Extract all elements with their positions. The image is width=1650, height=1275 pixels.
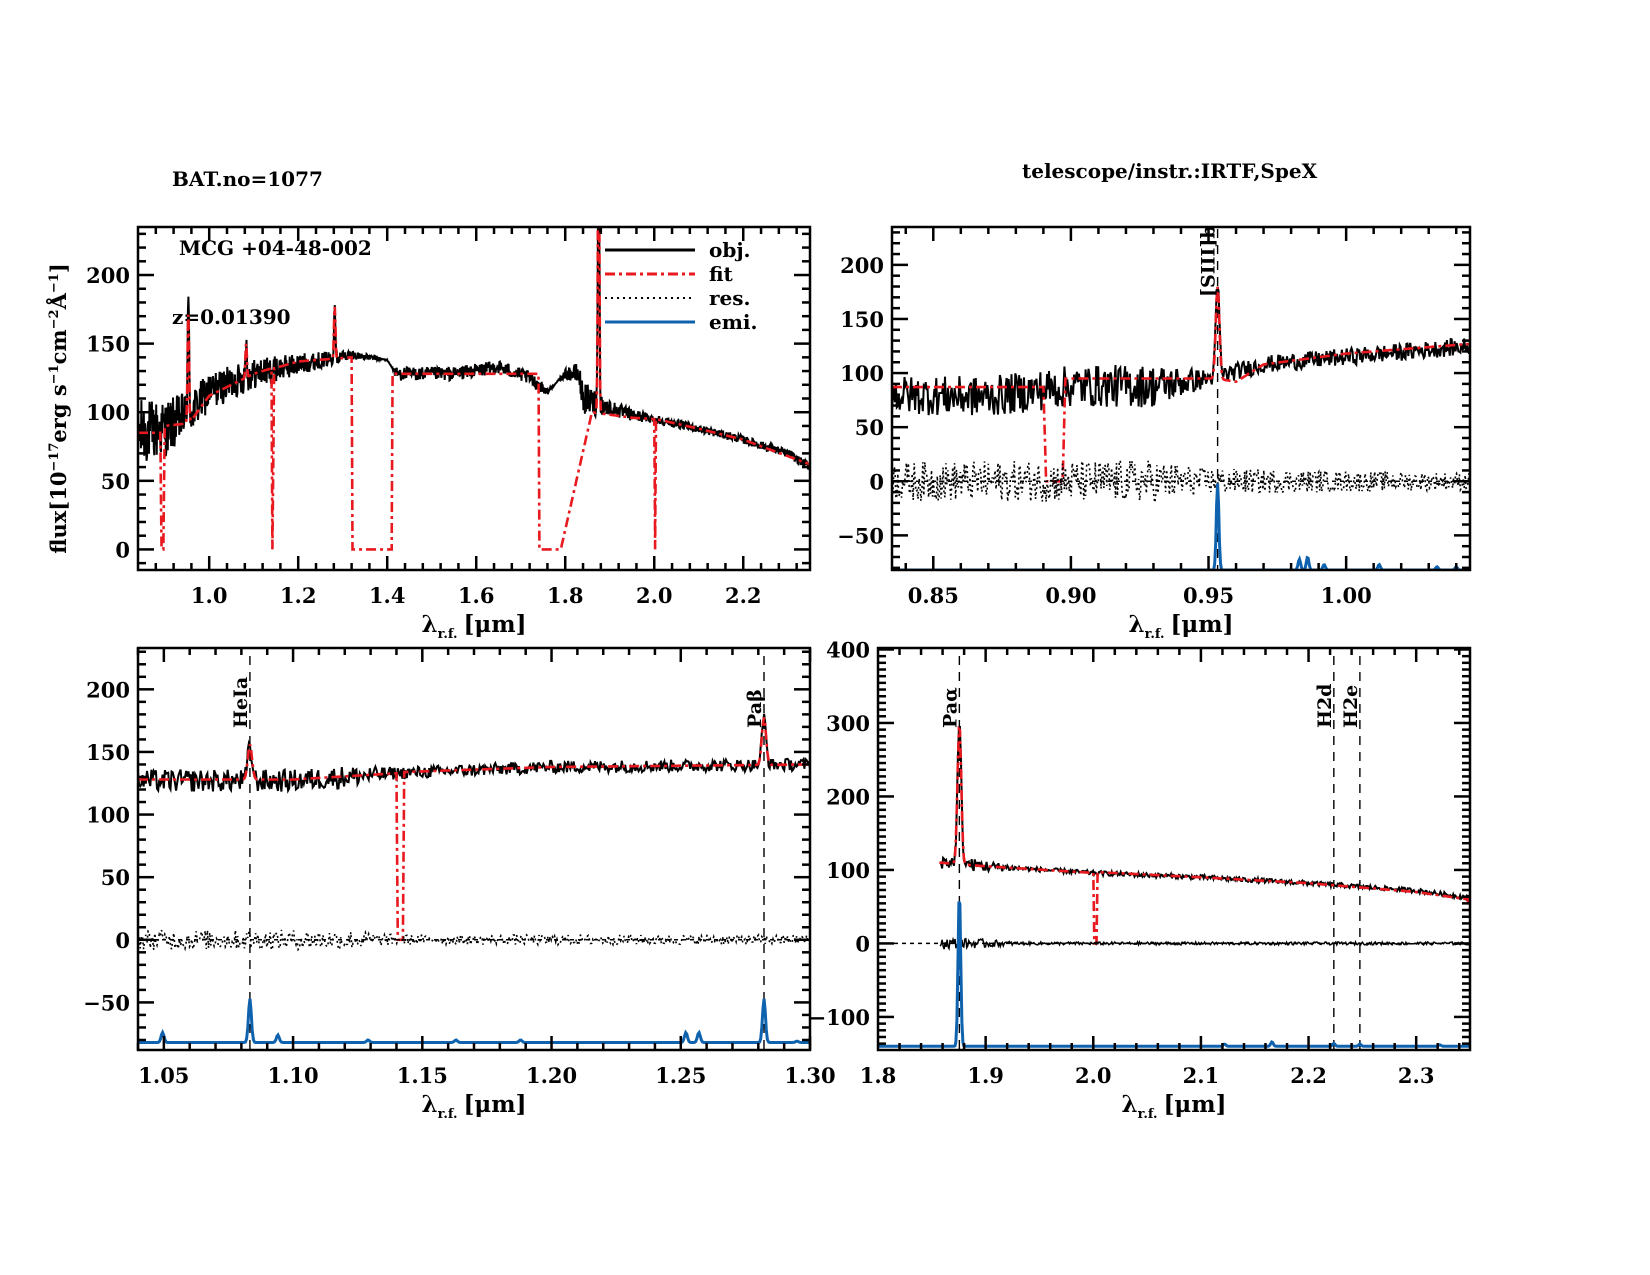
line-marker-label: [SIII]b [1198, 225, 1220, 297]
y-tick-label: 200 [826, 784, 870, 809]
series-obj-zoom-siii [892, 286, 1470, 416]
plot-area [892, 229, 1470, 570]
y-tick-label: 400 [826, 637, 870, 662]
series-emi-zoom-paa [878, 901, 1470, 1048]
x-axis-label: λr.f. [μm] [1129, 611, 1234, 642]
plot-area [138, 656, 810, 1050]
series-res-zoom-siii [892, 459, 1470, 503]
series-fit-zoom-paa [939, 725, 1470, 945]
legend-label-res: res. [709, 286, 750, 310]
x-axis-label: λr.f. [μm] [1122, 1091, 1227, 1122]
x-axis-label: λr.f. [μm] [422, 611, 527, 642]
x-tick-label: 1.25 [655, 1063, 706, 1088]
panel-zoom-pab: 1.05 1.10 1.15 1.20 1.25 1.30 −50 0 50 100 150 200 λ… [83, 646, 836, 1122]
series-obj-full [138, 227, 810, 471]
plot-area [138, 227, 810, 551]
series-emi-zoom-siii [892, 483, 1470, 570]
series-fit-zoom-pab [138, 717, 810, 942]
y-tick-label: 100 [86, 400, 130, 425]
y-tick-label: 100 [840, 361, 884, 386]
x-tick-label: 2.3 [1398, 1063, 1435, 1088]
y-tick-label: 150 [86, 332, 130, 357]
y-tick-label: 100 [86, 803, 130, 828]
x-axis-label: λr.f. [μm] [422, 1091, 527, 1122]
panel-zoom-siii: 0.85 0.90 0.95 1.00 −50 0 50 100 150 200 λr.f. [μm]… [837, 225, 1472, 642]
x-tick-label: 1.05 [138, 1063, 189, 1088]
series-res-zoom-paa [939, 936, 1470, 951]
x-tick-label: 2.2 [725, 583, 762, 608]
x-tick-label: 1.2 [280, 583, 317, 608]
y-tick-label: 150 [86, 740, 130, 765]
y-tick-label: 150 [840, 307, 884, 332]
x-tick-label: 0.85 [908, 583, 959, 608]
x-tick-label: 1.8 [547, 583, 584, 608]
x-tick-label: 1.00 [1321, 583, 1372, 608]
plot-area [878, 656, 1470, 1050]
y-tick-label: 50 [855, 415, 884, 440]
series-emi-zoom-pab [138, 998, 810, 1044]
line-marker-label: Paα [939, 687, 961, 728]
x-tick-label: 1.8 [860, 1063, 897, 1088]
series-fit-full [138, 227, 810, 551]
y-tick-label: −50 [83, 990, 130, 1015]
x-tick-label: 2.1 [1183, 1063, 1220, 1088]
y-tick-label: 0 [855, 931, 870, 956]
y-tick-label: 0 [869, 469, 884, 494]
x-tick-label: 1.30 [784, 1063, 835, 1088]
object-redshift: z=0.01390 [172, 305, 291, 329]
x-tick-label: 1.9 [967, 1063, 1004, 1088]
panel-zoom-paa: 1.8 1.9 2.0 2.1 2.2 2.3 −100 0 100 200 300 400 λr.f.… [809, 637, 1472, 1122]
line-marker-label: Paβ [744, 689, 766, 728]
y-tick-label: −100 [809, 1005, 870, 1030]
legend-label-obj: obj. [709, 238, 751, 262]
instrument-label: telescope/instr.:IRTF,SpeX [1022, 159, 1318, 183]
panel-full: 1.0 1.2 1.4 1.6 1.8 2.0 2.2 0 50 100 150 200 λr.f. [μ… [46, 225, 812, 642]
x-tick-label: 2.2 [1290, 1063, 1327, 1088]
object-name: MCG +04-48-002 [172, 236, 372, 260]
y-tick-label: 50 [101, 469, 130, 494]
line-marker-label: HeIa [230, 677, 252, 728]
legend-label-emi: emi. [709, 310, 757, 334]
x-tick-label: 2.0 [636, 583, 673, 608]
x-tick-label: 1.6 [458, 583, 495, 608]
object-bat-number: BAT.no=1077 [172, 167, 323, 191]
y-tick-label: 200 [86, 677, 130, 702]
y-tick-label: 0 [115, 537, 130, 562]
y-tick-label: 100 [826, 858, 870, 883]
series-res-zoom-pab [138, 928, 810, 952]
x-tick-label: 1.15 [397, 1063, 448, 1088]
legend-label-fit: fit [709, 262, 734, 286]
y-tick-label: 200 [86, 263, 130, 288]
y-tick-label: 0 [115, 928, 130, 953]
x-tick-label: 1.4 [369, 583, 406, 608]
y-tick-label: 300 [826, 711, 870, 736]
y-tick-label: 200 [840, 253, 884, 278]
x-tick-label: 0.90 [1045, 583, 1096, 608]
x-tick-label: 1.20 [526, 1063, 577, 1088]
line-marker-label: H2e [1340, 685, 1362, 728]
y-tick-label: 50 [101, 865, 130, 890]
y-axis-label: flux[10−17erg s−1cm−2Å−1] [46, 263, 71, 554]
object-info: BAT.no=1077 MCG +04-48-002 z=0.01390 [172, 122, 372, 352]
x-tick-label: 2.0 [1075, 1063, 1112, 1088]
line-marker-label: H2d [1314, 684, 1336, 728]
x-tick-label: 0.95 [1183, 583, 1234, 608]
x-tick-label: 1.0 [191, 583, 228, 608]
y-tick-label: −50 [837, 523, 884, 548]
axes-frame [876, 646, 1472, 1052]
series-obj-zoom-paa [939, 725, 1470, 902]
x-tick-label: 1.10 [267, 1063, 318, 1088]
